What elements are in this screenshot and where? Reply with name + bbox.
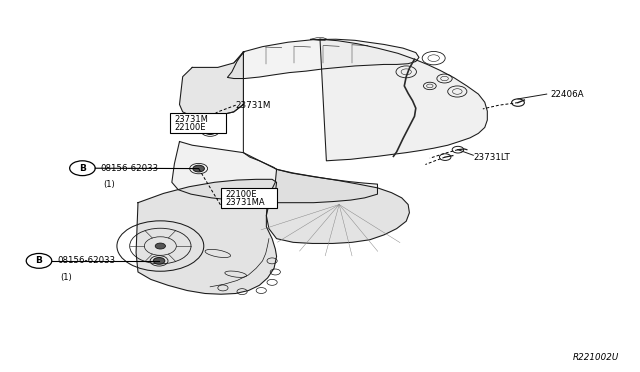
Polygon shape [266, 169, 410, 243]
Circle shape [198, 121, 209, 127]
Circle shape [156, 243, 166, 249]
FancyBboxPatch shape [221, 188, 277, 208]
FancyBboxPatch shape [170, 113, 226, 133]
Text: 22100E: 22100E [225, 190, 257, 199]
Polygon shape [179, 52, 243, 116]
Text: (1): (1) [60, 273, 72, 282]
Text: 23731LT: 23731LT [473, 153, 510, 161]
Text: 22100E: 22100E [174, 123, 206, 132]
Text: B: B [79, 164, 86, 173]
Text: 23731MA: 23731MA [225, 198, 265, 207]
Polygon shape [172, 141, 378, 203]
Circle shape [247, 191, 259, 198]
Polygon shape [136, 179, 276, 294]
Circle shape [204, 128, 216, 135]
Text: 23731M: 23731M [236, 101, 271, 110]
Text: B: B [36, 256, 42, 265]
Polygon shape [320, 39, 487, 161]
Circle shape [193, 165, 204, 172]
Text: 23731M: 23731M [174, 115, 208, 124]
Circle shape [154, 257, 165, 264]
Circle shape [236, 197, 248, 203]
Text: 08156-62033: 08156-62033 [57, 256, 115, 265]
Text: 08156-62033: 08156-62033 [100, 164, 159, 173]
Text: R221002U: R221002U [573, 353, 619, 362]
Text: 22406A: 22406A [550, 90, 584, 99]
Polygon shape [227, 39, 419, 78]
Text: (1): (1) [104, 180, 115, 189]
